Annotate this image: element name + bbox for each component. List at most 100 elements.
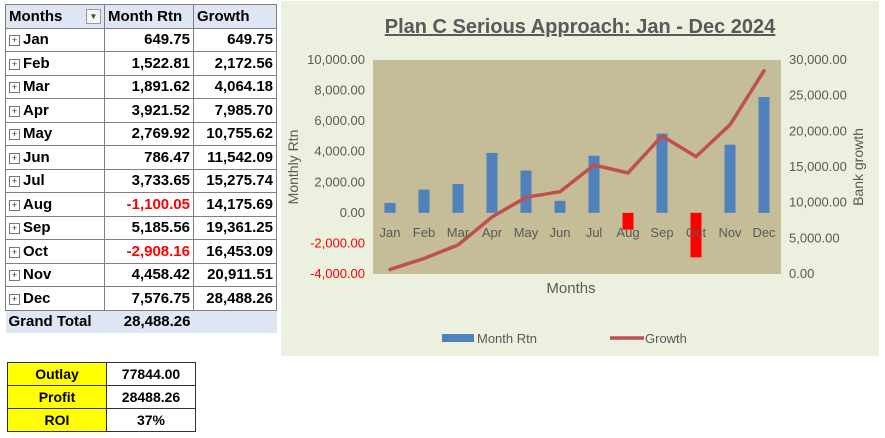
y-tick-label: -2,000.00 xyxy=(310,235,365,250)
y2-tick-label: 30,000.00 xyxy=(789,52,847,67)
month-cell[interactable]: + Dec xyxy=(5,286,105,311)
months-header-label: Months xyxy=(9,7,63,25)
month-label: May xyxy=(23,125,53,143)
growth-cell: 20,911.51 xyxy=(193,262,277,287)
y-tick-label: -4,000.00 xyxy=(310,266,365,281)
expand-icon[interactable]: + xyxy=(9,270,20,282)
summary-table: Outlay 77844.00 Profit 28488.26 ROI 37% xyxy=(7,362,196,432)
bar-jul xyxy=(588,155,600,213)
month-cell[interactable]: + Sep xyxy=(5,215,105,240)
pivot-row-feb: + Feb 1,522.81 2,172.56 xyxy=(5,51,277,76)
month-rtn-cell: -1,100.05 xyxy=(104,192,194,217)
expand-icon[interactable]: + xyxy=(9,105,20,117)
month-rtn-cell: -2,908.16 xyxy=(104,239,194,264)
x-tick-label: Jun xyxy=(550,225,571,240)
month-rtn-cell: 4,458.42 xyxy=(104,262,194,287)
expand-icon[interactable]: + xyxy=(9,199,20,211)
pivot-row-may: + May 2,769.92 10,755.62 xyxy=(5,121,277,146)
y2-tick-label: 0.00 xyxy=(789,266,814,281)
expand-icon[interactable]: + xyxy=(9,293,20,305)
bar-nov xyxy=(724,144,736,213)
month-label: Mar xyxy=(23,78,50,96)
chart-area[interactable]: Plan C Serious Approach: Jan - Dec 2024 J… xyxy=(281,1,879,356)
month-cell[interactable]: + Jun xyxy=(5,145,105,170)
month-label: Jul xyxy=(23,172,45,190)
expand-icon[interactable]: + xyxy=(9,152,20,164)
y2-tick-label: 25,000.00 xyxy=(789,88,847,103)
month-rtn-cell: 1,891.62 xyxy=(104,74,194,99)
filter-dropdown-icon[interactable]: ▼ xyxy=(86,8,101,24)
pivot-body: + Jan 649.75 649.75 + Feb 1,522.81 2,172.56 + Mar… xyxy=(5,27,277,311)
month-cell[interactable]: + Apr xyxy=(5,98,105,123)
month-label: Apr xyxy=(23,101,49,119)
month-label: Sep xyxy=(23,219,51,237)
growth-header: Growth xyxy=(193,4,277,29)
expand-icon[interactable]: + xyxy=(9,82,20,94)
month-label: Jun xyxy=(23,148,50,166)
x-tick-label: Nov xyxy=(718,225,742,240)
pivot-table: Months ▼ Month Rtn Growth + Jan 649.75 649.… xyxy=(5,4,277,333)
month-cell[interactable]: + Nov xyxy=(5,262,105,287)
combo-chart: Plan C Serious Approach: Jan - Dec 2024 J… xyxy=(285,16,866,346)
growth-line xyxy=(388,69,766,272)
y-tick-label: 8,000.00 xyxy=(314,83,365,98)
month-label: Nov xyxy=(23,266,52,284)
growth-cell: 15,275.74 xyxy=(193,168,277,193)
month-cell[interactable]: + Feb xyxy=(5,51,105,76)
expand-icon[interactable]: + xyxy=(9,129,20,141)
growth-cell: 10,755.62 xyxy=(193,121,277,146)
plot-area xyxy=(373,60,781,274)
summary-row-profit: Profit 28488.26 xyxy=(7,385,196,409)
month-rtn-cell: 786.47 xyxy=(104,145,194,170)
summary-label: Profit xyxy=(7,385,107,409)
bar-mar xyxy=(452,183,464,213)
month-cell[interactable]: + Jan xyxy=(5,27,105,52)
growth-cell: 649.75 xyxy=(193,27,277,52)
expand-icon[interactable]: + xyxy=(9,58,20,70)
month-cell[interactable]: + May xyxy=(5,121,105,146)
month-label: Oct xyxy=(23,242,49,260)
bar-may xyxy=(520,170,532,213)
expand-icon[interactable]: + xyxy=(9,35,20,47)
growth-cell: 11,542.09 xyxy=(193,145,277,170)
x-tick-label: May xyxy=(514,225,539,240)
x-tick-label: Feb xyxy=(413,225,435,240)
month-cell[interactable]: + Oct xyxy=(5,239,105,264)
grand-total-value: 28,488.26 xyxy=(104,309,194,333)
bar-sep xyxy=(656,133,668,213)
months-header[interactable]: Months ▼ xyxy=(5,4,105,29)
month-cell[interactable]: + Aug xyxy=(5,192,105,217)
growth-cell: 7,985.70 xyxy=(193,98,277,123)
month-rtn-cell: 3,921.52 xyxy=(104,98,194,123)
bar-apr xyxy=(486,152,498,213)
pivot-row-jul: + Jul 3,733.65 15,275.74 xyxy=(5,168,277,193)
expand-icon[interactable]: + xyxy=(9,246,20,258)
x-tick-label: Aug xyxy=(616,225,639,240)
month-cell[interactable]: + Mar xyxy=(5,74,105,99)
expand-icon[interactable]: + xyxy=(9,223,20,235)
pivot-row-jan: + Jan 649.75 649.75 xyxy=(5,27,277,52)
y-tick-label: 4,000.00 xyxy=(314,144,365,159)
y2-axis-title: Bank growth xyxy=(850,128,866,206)
growth-cell: 2,172.56 xyxy=(193,51,277,76)
x-tick-label: Jan xyxy=(380,225,401,240)
pivot-row-sep: + Sep 5,185.56 19,361.25 xyxy=(5,215,277,240)
month-rtn-cell: 1,522.81 xyxy=(104,51,194,76)
x-tick-label: Mar xyxy=(447,225,470,240)
chart-title: Plan C Serious Approach: Jan - Dec 2024 xyxy=(385,16,776,38)
expand-icon[interactable]: + xyxy=(9,176,20,188)
summary-value: 77844.00 xyxy=(106,362,196,386)
bar-feb xyxy=(418,189,430,213)
bar-oct xyxy=(690,212,702,258)
grand-total-empty xyxy=(193,309,277,333)
pivot-row-jun: + Jun 786.47 11,542.09 xyxy=(5,145,277,170)
month-cell[interactable]: + Jul xyxy=(5,168,105,193)
y-tick-label: 10,000.00 xyxy=(307,52,365,67)
pivot-row-oct: + Oct -2,908.16 16,453.09 xyxy=(5,239,277,264)
x-tick-label: Jul xyxy=(586,225,603,240)
y-axis-title: Monthly Rtn xyxy=(285,130,301,205)
y2-tick-label: 20,000.00 xyxy=(789,123,847,138)
month-rtn-cell: 2,769.92 xyxy=(104,121,194,146)
pivot-row-aug: + Aug -1,100.05 14,175.69 xyxy=(5,192,277,217)
legend-bar-swatch xyxy=(442,334,474,342)
